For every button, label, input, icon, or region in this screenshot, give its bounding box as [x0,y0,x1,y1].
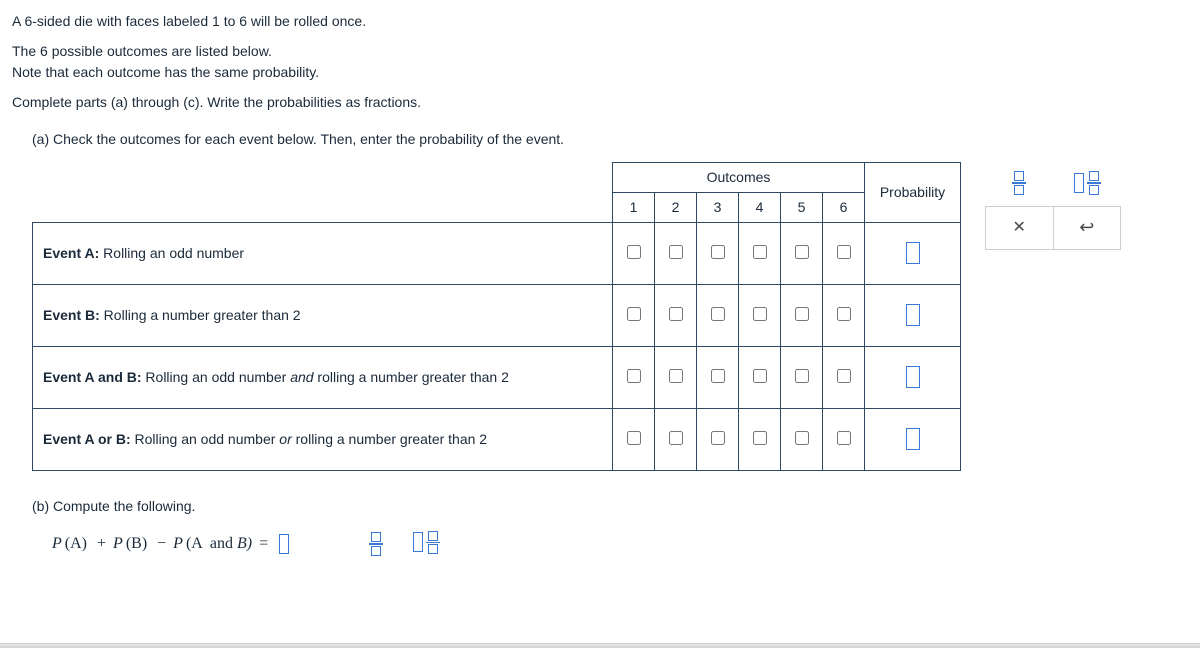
tool-fraction-b[interactable] [369,532,383,556]
event-aorb-chk-6[interactable] [837,431,851,445]
event-a-chk-4[interactable] [753,245,767,259]
col-4: 4 [739,192,781,222]
event-ab-desc-post: rolling a number greater than 2 [314,369,509,385]
intro-line-1: A 6-sided die with faces labeled 1 to 6 … [12,12,1188,32]
event-ab-and: and [290,369,313,385]
event-b-chk-6[interactable] [837,307,851,321]
bottom-scrollbar [0,643,1200,648]
col-5: 5 [781,192,823,222]
event-aorb-label: Event A or B: [43,431,131,447]
part-b-prompt: (b) Compute the following. [32,497,1188,517]
formula: P(A) + P(B) − P(A and B) = [52,533,289,555]
intro-line-4: Complete parts (a) through (c). Write th… [12,93,1188,113]
col-6: 6 [823,192,865,222]
row-event-a: Event A: Rolling an odd number [33,222,961,284]
event-ab-chk-6[interactable] [837,369,851,383]
event-ab-chk-4[interactable] [753,369,767,383]
close-icon: ✕ [1013,217,1026,239]
event-aorb-chk-2[interactable] [669,431,683,445]
event-a-chk-2[interactable] [669,245,683,259]
row-event-a-and-b: Event A and B: Rolling an odd number and… [33,346,961,408]
tool-fraction[interactable] [985,162,1053,204]
event-b-prob-input[interactable] [906,304,920,326]
toolbox: ✕ ↩ [985,162,1121,250]
event-aorb-chk-4[interactable] [753,431,767,445]
undo-icon: ↩ [1079,215,1094,240]
event-ab-chk-5[interactable] [795,369,809,383]
intro-line-3: Note that each outcome has the same prob… [12,63,1188,83]
tool-undo[interactable]: ↩ [1053,207,1121,249]
event-b-chk-2[interactable] [669,307,683,321]
event-a-label: Event A: [43,245,99,261]
col-3: 3 [697,192,739,222]
event-b-chk-3[interactable] [711,307,725,321]
event-aorb-desc-pre: Rolling an odd number [131,431,280,447]
intro-line-2: The 6 possible outcomes are listed below… [12,42,1188,62]
event-ab-chk-1[interactable] [627,369,641,383]
outcomes-table: Outcomes Probability 1 2 3 4 5 6 Event A… [32,162,961,471]
row-event-a-or-b: Event A or B: Rolling an odd number or r… [33,408,961,470]
event-ab-chk-3[interactable] [711,369,725,383]
probability-header: Probability [865,162,961,222]
col-2: 2 [655,192,697,222]
part-a-prompt: (a) Check the outcomes for each event be… [32,130,1188,150]
event-ab-chk-2[interactable] [669,369,683,383]
col-1: 1 [613,192,655,222]
event-a-chk-6[interactable] [837,245,851,259]
event-aorb-chk-3[interactable] [711,431,725,445]
event-b-label: Event B: [43,307,100,323]
event-ab-label: Event A and B: [43,369,142,385]
event-ab-desc-pre: Rolling an odd number [142,369,291,385]
tool-mixed-fraction[interactable] [1053,162,1121,204]
row-event-b: Event B: Rolling a number greater than 2 [33,284,961,346]
tool-clear[interactable]: ✕ [986,207,1053,249]
event-aorb-desc-post: rolling a number greater than 2 [292,431,487,447]
event-b-chk-1[interactable] [627,307,641,321]
event-b-desc: Rolling a number greater than 2 [100,307,301,323]
event-a-chk-5[interactable] [795,245,809,259]
outcomes-header: Outcomes [613,162,865,192]
event-b-chk-5[interactable] [795,307,809,321]
formula-input[interactable] [279,534,289,554]
event-a-chk-3[interactable] [711,245,725,259]
event-aorb-chk-5[interactable] [795,431,809,445]
tool-mixed-fraction-b[interactable] [413,531,440,558]
event-aorb-or: or [279,431,291,447]
event-a-prob-input[interactable] [906,242,920,264]
event-aorb-chk-1[interactable] [627,431,641,445]
event-aorb-prob-input[interactable] [906,428,920,450]
event-a-desc: Rolling an odd number [99,245,244,261]
event-ab-prob-input[interactable] [906,366,920,388]
event-b-chk-4[interactable] [753,307,767,321]
event-a-chk-1[interactable] [627,245,641,259]
